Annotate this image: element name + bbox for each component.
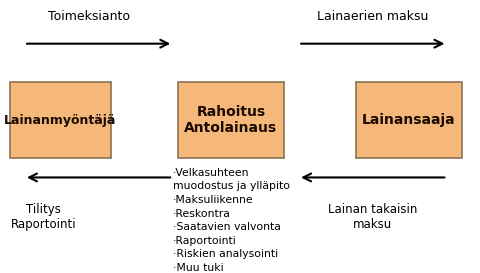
Text: Toimeksianto: Toimeksianto (48, 10, 130, 23)
Text: Rahoitus
Antolainaus: Rahoitus Antolainaus (184, 105, 277, 135)
Text: Lainaerien maksu: Lainaerien maksu (316, 10, 428, 23)
Text: Tilitys
Raportointi: Tilitys Raportointi (11, 203, 76, 232)
FancyBboxPatch shape (355, 82, 461, 158)
Text: ·Velkasuhteen
muodostus ja ylläpito
·Maksuliikenne
·Reskontra
·Saatavien valvont: ·Velkasuhteen muodostus ja ylläpito ·Mak… (173, 168, 289, 273)
Text: Lainansaaja: Lainansaaja (361, 113, 455, 127)
Text: Lainan takaisin
maksu: Lainan takaisin maksu (327, 203, 417, 232)
Text: Lainanmyöntäjä: Lainanmyöntäjä (4, 114, 116, 127)
FancyBboxPatch shape (178, 82, 283, 158)
FancyBboxPatch shape (10, 82, 110, 158)
